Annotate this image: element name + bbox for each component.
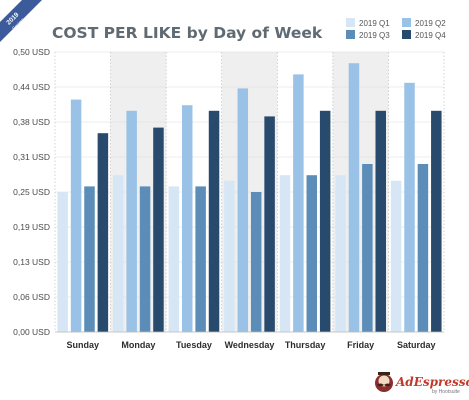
year-ribbon: 2019 Review bbox=[0, 0, 42, 42]
x-tick-label: Thursday bbox=[285, 340, 326, 350]
x-tick-label: Sunday bbox=[67, 340, 100, 350]
bar-monday-2019-q1 bbox=[113, 175, 124, 332]
bar-saturday-2019-q4 bbox=[431, 110, 442, 332]
legend-label-q4: 2019 Q4 bbox=[415, 31, 446, 40]
bar-saturday-2019-q1 bbox=[390, 180, 402, 332]
bar-friday-2019-q1 bbox=[335, 175, 346, 332]
bar-sunday-2019-q4 bbox=[97, 133, 109, 332]
plot-area: 0,00 USD 0,06 USD 0,13 USD 0,19 USD 0,25 USD… bbox=[13, 47, 445, 350]
ribbon-band bbox=[0, 0, 42, 42]
bar-thursday-2019-q4 bbox=[319, 110, 331, 332]
y-tick-label: 0,13 USD bbox=[13, 257, 50, 267]
bar-sunday-2019-q1 bbox=[57, 192, 68, 332]
legend: 2019 Q1 2019 Q2 2019 Q3 2019 Q4 bbox=[346, 18, 446, 40]
y-tick-label: 0,06 USD bbox=[13, 292, 50, 302]
chart-title: COST PER LIKE by Day of Week bbox=[52, 24, 323, 42]
bar-tuesday-2019-q3 bbox=[195, 186, 206, 332]
bar-monday-2019-q4 bbox=[153, 127, 164, 332]
legend-swatch-q2 bbox=[402, 18, 411, 27]
bar-friday-2019-q4 bbox=[375, 110, 386, 332]
bar-sunday-2019-q3 bbox=[84, 186, 95, 332]
bar-saturday-2019-q3 bbox=[417, 164, 429, 332]
bar-wednesday-2019-q4 bbox=[264, 116, 275, 333]
legend-label-q1: 2019 Q1 bbox=[359, 19, 390, 28]
y-tick-label: 0,31 USD bbox=[13, 152, 50, 162]
bar-tuesday-2019-q1 bbox=[168, 186, 180, 332]
y-tick-label: 0,25 USD bbox=[13, 187, 50, 197]
legend-label-q3: 2019 Q3 bbox=[359, 31, 390, 40]
x-tick-label: Friday bbox=[347, 340, 374, 350]
bar-friday-2019-q2 bbox=[348, 63, 360, 332]
bar-thursday-2019-q3 bbox=[306, 175, 318, 332]
bar-wednesday-2019-q2 bbox=[237, 88, 249, 333]
bar-sunday-2019-q2 bbox=[70, 99, 82, 332]
y-tick-label: 0,00 USD bbox=[13, 327, 50, 337]
bar-wednesday-2019-q3 bbox=[250, 192, 262, 332]
x-tick-label: Saturday bbox=[397, 340, 436, 350]
bar-monday-2019-q2 bbox=[126, 110, 137, 332]
legend-swatch-q3 bbox=[346, 30, 355, 39]
y-tick-label: 0,50 USD bbox=[13, 47, 50, 57]
bar-wednesday-2019-q1 bbox=[224, 180, 235, 332]
bar-friday-2019-q3 bbox=[362, 164, 373, 332]
y-tick-label: 0,44 USD bbox=[13, 82, 50, 92]
brand-logo: AdEspresso by Hootsuite bbox=[375, 372, 469, 395]
bar-thursday-2019-q1 bbox=[279, 175, 291, 332]
x-tick-label: Tuesday bbox=[176, 340, 212, 350]
x-tick-label: Wednesday bbox=[225, 340, 275, 350]
bar-saturday-2019-q2 bbox=[404, 82, 415, 332]
bar-monday-2019-q3 bbox=[139, 186, 151, 332]
bar-tuesday-2019-q4 bbox=[208, 110, 220, 332]
bar-tuesday-2019-q2 bbox=[181, 105, 193, 332]
legend-swatch-q1 bbox=[346, 18, 355, 27]
x-tick-label: Monday bbox=[121, 340, 155, 350]
brand-sub: by Hootsuite bbox=[432, 389, 460, 395]
y-tick-label: 0,38 USD bbox=[13, 117, 50, 127]
mustache-mascot-icon bbox=[375, 372, 393, 392]
legend-label-q2: 2019 Q2 bbox=[415, 19, 446, 28]
legend-swatch-q4 bbox=[402, 30, 411, 39]
y-tick-label: 0,19 USD bbox=[13, 222, 50, 232]
bar-thursday-2019-q2 bbox=[293, 74, 304, 333]
brand-name: AdEspresso bbox=[395, 375, 469, 389]
